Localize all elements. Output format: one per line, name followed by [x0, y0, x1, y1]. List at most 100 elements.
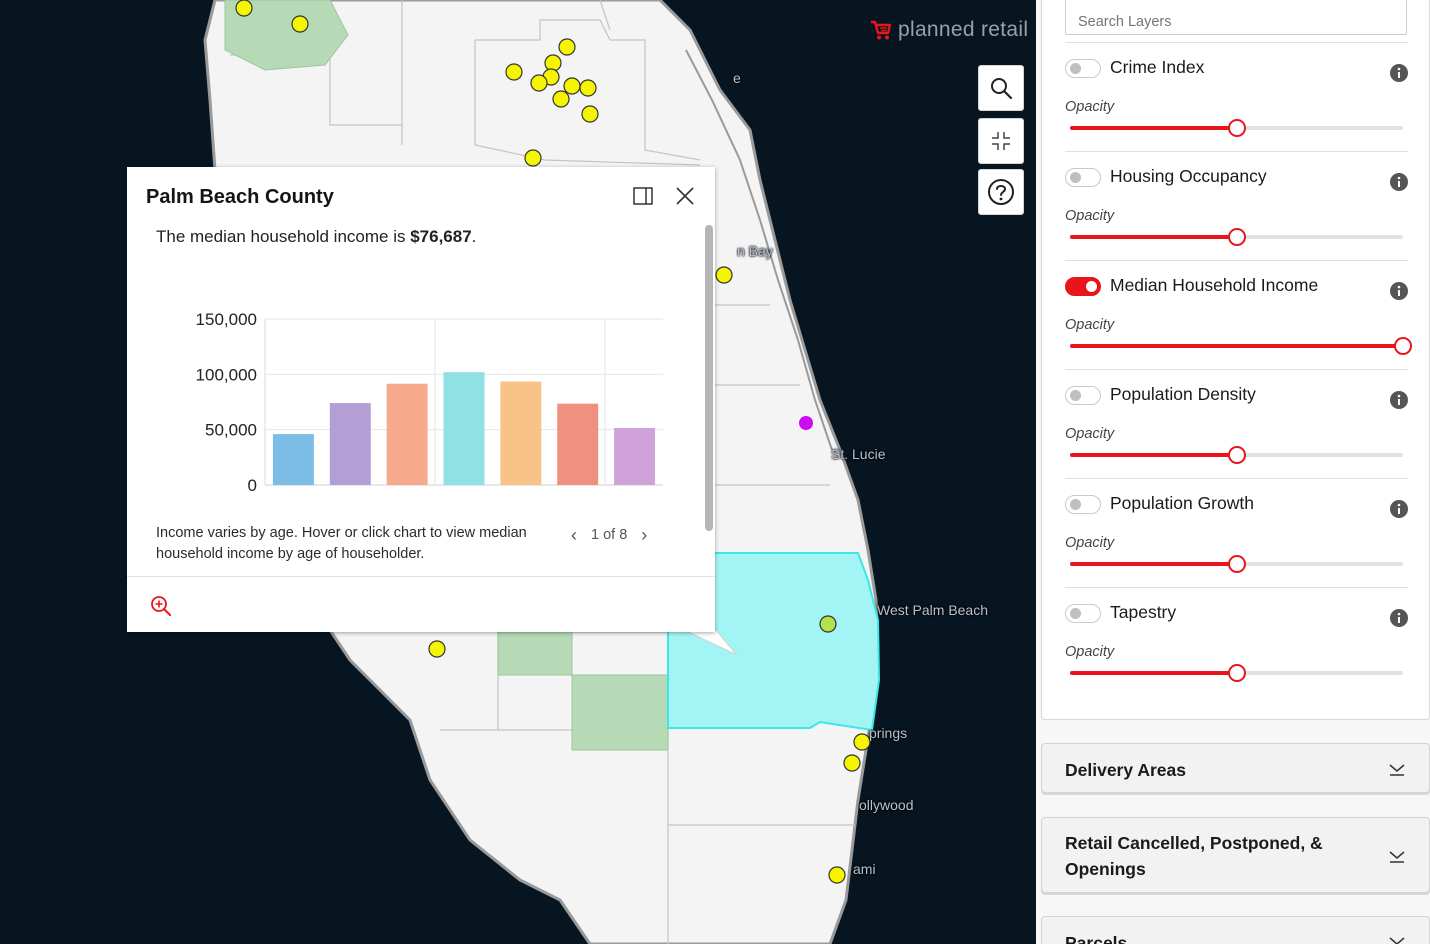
- popup-description-suffix: .: [471, 227, 477, 246]
- toggle-knob: [1070, 63, 1081, 74]
- slider-thumb[interactable]: [1227, 119, 1246, 137]
- layer-row: Housing Occupancy Opacity: [1065, 151, 1408, 260]
- info-icon[interactable]: [1390, 609, 1408, 627]
- slider-thumb[interactable]: [1227, 555, 1246, 573]
- opacity-slider[interactable]: [1070, 662, 1403, 682]
- layer-toggle[interactable]: [1065, 277, 1101, 296]
- search-layers-input[interactable]: [1065, 0, 1407, 35]
- layer-toggle[interactable]: [1065, 168, 1101, 187]
- chart-pager: ‹ 1 of 8 ›: [571, 525, 648, 545]
- toggle-knob: [1070, 608, 1081, 619]
- chevron-down-icon: [1389, 764, 1405, 776]
- median-income-value: $76,687: [410, 227, 472, 246]
- layer-row: Tapestry Opacity: [1065, 587, 1408, 696]
- layer-row: Median Household Income Opacity: [1065, 260, 1412, 369]
- section-delivery-areas[interactable]: Delivery Areas: [1041, 743, 1430, 793]
- slider-fill: [1070, 235, 1237, 239]
- opacity-slider[interactable]: [1070, 335, 1412, 355]
- slider-thumb[interactable]: [1227, 446, 1246, 464]
- slider-thumb[interactable]: [1394, 337, 1412, 355]
- chart-bar[interactable]: [443, 372, 485, 485]
- layer-name: Median Household Income: [1110, 275, 1319, 295]
- map-help-button[interactable]: [978, 169, 1024, 215]
- income-bar-chart[interactable]: 0 50,000 100,000 150,000: [167, 295, 667, 495]
- opacity-label: Opacity: [1065, 535, 1115, 551]
- chart-ytick-label: 150,000: [196, 310, 257, 329]
- chart-bar[interactable]: [386, 383, 428, 485]
- brand-name: planned retail: [898, 18, 1029, 41]
- layer-name: Crime Index: [1110, 57, 1205, 77]
- popup-title: Palm Beach County: [146, 186, 334, 208]
- layer-toggle[interactable]: [1065, 386, 1101, 405]
- layer-toggle[interactable]: [1065, 495, 1101, 514]
- chart-bar[interactable]: [329, 403, 371, 485]
- toggle-knob: [1070, 499, 1081, 510]
- map-view[interactable]: n Bay St. Lucie West Palm Beach prings o…: [0, 0, 1036, 944]
- chart-bar[interactable]: [272, 434, 314, 485]
- city-label-west-palm-beach: West Palm Beach: [877, 602, 989, 618]
- cart-icon: [871, 20, 892, 40]
- map-points: [235, 0, 871, 884]
- dock-icon[interactable]: [632, 185, 654, 207]
- zoom-in-icon[interactable]: [150, 595, 172, 617]
- opacity-label: Opacity: [1065, 317, 1115, 333]
- city-label-st-lucie: St. Lucie: [831, 446, 886, 462]
- layer-toggle[interactable]: [1065, 604, 1101, 623]
- section-title: Retail Cancelled, Postponed, & Openings: [1065, 833, 1323, 879]
- layer-name: Housing Occupancy: [1110, 166, 1267, 186]
- map-collapse-button[interactable]: [978, 118, 1024, 164]
- chart-ytick-label: 100,000: [196, 365, 257, 384]
- section-retail-openings[interactable]: Retail Cancelled, Postponed, & Openings: [1041, 817, 1430, 893]
- section-parcels[interactable]: Parcels: [1041, 916, 1430, 944]
- feature-popup: Palm Beach County The median household i…: [127, 167, 715, 632]
- layer-row: Population Density Opacity: [1065, 369, 1408, 478]
- layer-name: Tapestry: [1110, 602, 1177, 622]
- toggle-knob: [1070, 390, 1081, 401]
- slider-fill: [1070, 671, 1237, 675]
- toggle-knob: [1086, 281, 1097, 292]
- slider-thumb[interactable]: [1227, 228, 1246, 246]
- help-icon: [988, 179, 1014, 205]
- opacity-label: Opacity: [1065, 208, 1115, 224]
- chart-bar[interactable]: [500, 381, 542, 485]
- opacity-slider[interactable]: [1070, 553, 1403, 573]
- layer-toggle[interactable]: [1065, 59, 1101, 78]
- section-title: Parcels: [1065, 933, 1128, 944]
- opacity-slider[interactable]: [1070, 226, 1403, 246]
- chart-bar[interactable]: [557, 403, 599, 485]
- city-label-palm-bay: n Bay: [737, 243, 773, 259]
- info-icon[interactable]: [1390, 173, 1408, 191]
- close-icon[interactable]: [674, 185, 696, 207]
- popup-description-prefix: The median household income is: [156, 227, 411, 246]
- search-icon: [991, 78, 1013, 100]
- info-icon[interactable]: [1390, 64, 1408, 82]
- chevron-down-icon: [1389, 937, 1405, 944]
- popup-scrollbar[interactable]: [705, 225, 713, 531]
- pager-next-button[interactable]: ›: [641, 525, 648, 545]
- chart-caption: Income varies by age. Hover or click cha…: [156, 525, 527, 561]
- map-search-button[interactable]: [978, 65, 1024, 111]
- popup-footer: [127, 576, 715, 632]
- info-icon[interactable]: [1390, 391, 1408, 409]
- info-icon[interactable]: [1390, 500, 1408, 518]
- brand-logo: planned retail: [870, 18, 1028, 42]
- opacity-label: Opacity: [1065, 99, 1115, 115]
- city-label-springs: prings: [869, 725, 908, 741]
- city-label-melbourne: e: [733, 70, 741, 86]
- chart-bar[interactable]: [614, 428, 656, 485]
- section-title: Delivery Areas: [1065, 760, 1186, 780]
- toggle-knob: [1070, 172, 1081, 183]
- opacity-label: Opacity: [1065, 644, 1115, 660]
- opacity-slider[interactable]: [1070, 117, 1403, 137]
- opacity-slider[interactable]: [1070, 444, 1403, 464]
- slider-fill: [1070, 344, 1403, 348]
- layer-row: Population Growth Opacity: [1065, 478, 1408, 587]
- info-icon[interactable]: [1390, 282, 1408, 300]
- chart-ytick-label: 0: [248, 476, 257, 495]
- pager-status: 1 of 8: [591, 527, 628, 543]
- city-label-hollywood: ollywood: [859, 797, 914, 813]
- slider-fill: [1070, 126, 1237, 130]
- slider-thumb[interactable]: [1227, 664, 1246, 682]
- pager-prev-button[interactable]: ‹: [571, 525, 577, 545]
